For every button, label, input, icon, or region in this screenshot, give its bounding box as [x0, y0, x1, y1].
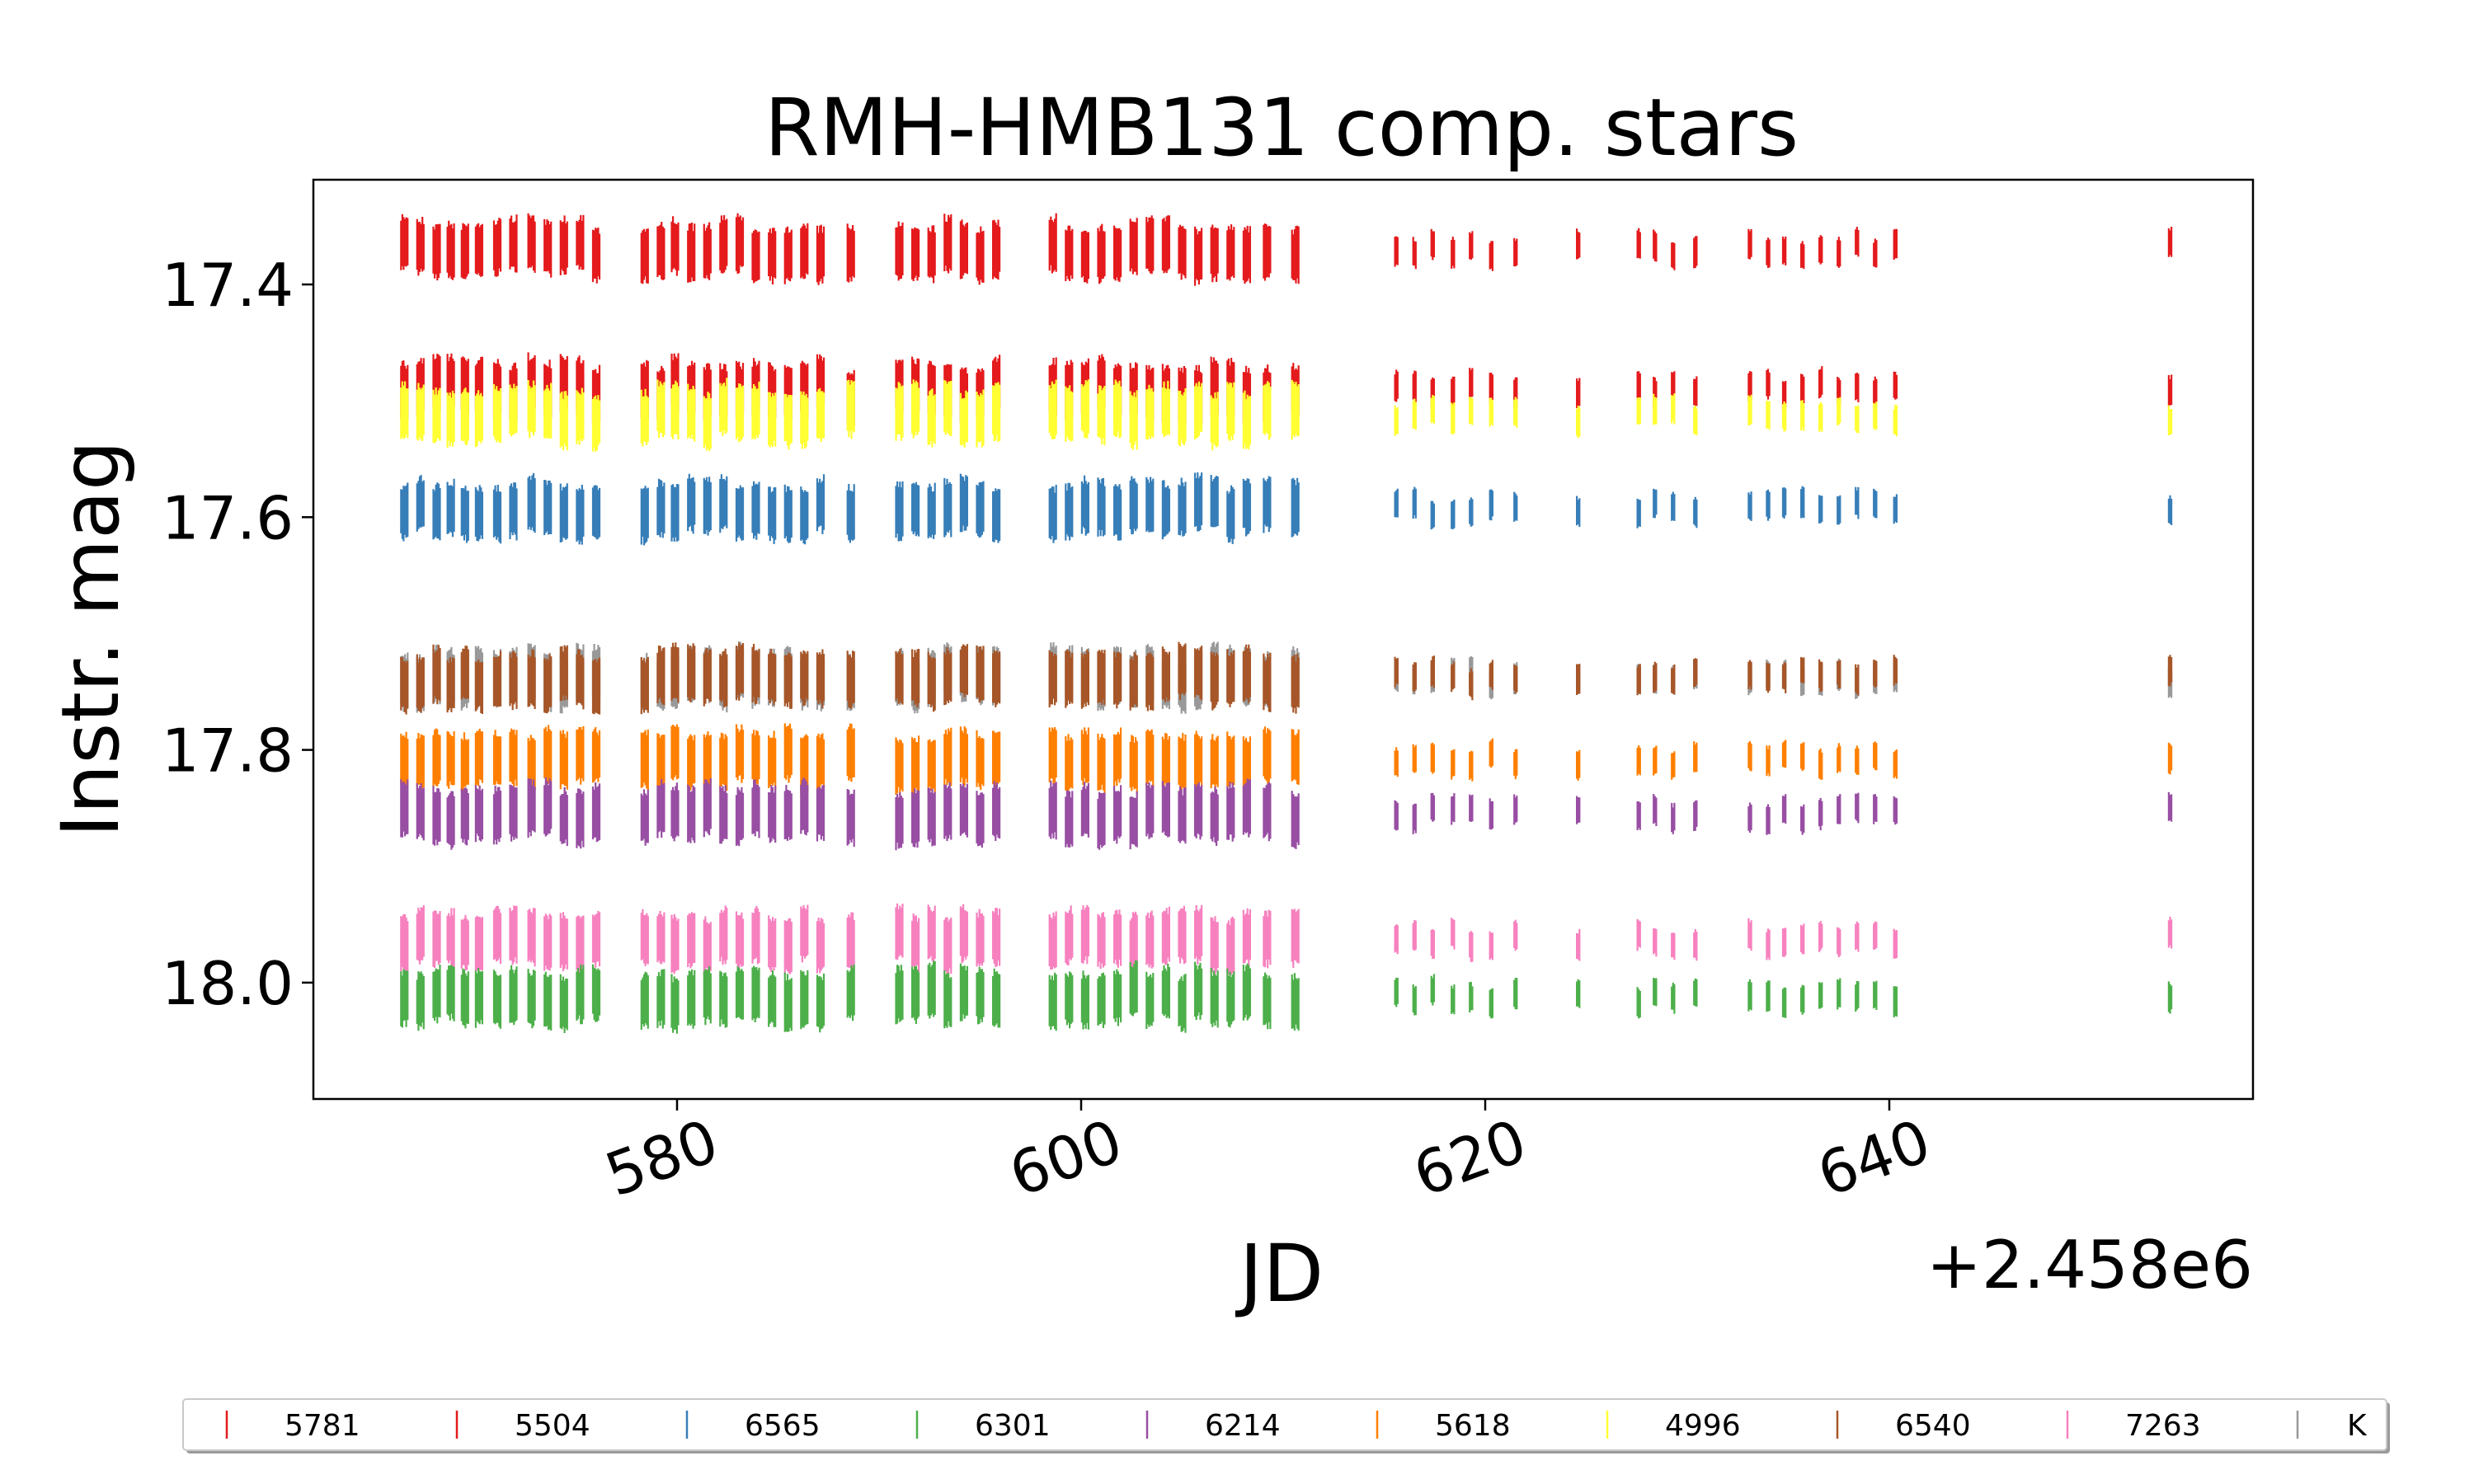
legend-item-6214: 6214: [1145, 1409, 1281, 1443]
legend-item-K: K: [2296, 1409, 2368, 1443]
series-6565: [400, 472, 2173, 546]
y-tick-label: 17.4: [162, 251, 294, 320]
y-axis-ticks: 17.4 17.6 17.8 18.0: [162, 251, 313, 1018]
series-6540: [400, 641, 2173, 715]
plot-marks: [400, 213, 2173, 1034]
legend-item-6540: 6540: [1836, 1409, 1971, 1443]
series-6214: [400, 777, 2173, 851]
legend-label: 6214: [1205, 1409, 1281, 1443]
series-5781: [400, 213, 2173, 286]
legend-label: K: [2347, 1409, 2368, 1443]
x-tick-label: 580: [597, 1106, 727, 1210]
legend-box: [182, 1398, 2387, 1451]
legend-label: 7263: [2125, 1409, 2201, 1443]
series-5504: [400, 352, 2173, 426]
legend-label: 5781: [285, 1409, 360, 1443]
x-axis-label: JD: [1235, 1228, 1324, 1320]
legend-label: 5618: [1435, 1409, 1511, 1443]
x-tick-label: 620: [1405, 1106, 1536, 1210]
y-tick-label: 18.0: [162, 949, 294, 1018]
series-6301: [400, 960, 2173, 1034]
legend-item-6301: 6301: [915, 1409, 1051, 1443]
legend-items: 5781 5504 6565 6301 6214 5618 4996 6540 7263 K: [225, 1409, 2368, 1443]
y-axis-label: Instr. mag: [45, 440, 137, 838]
series-4996: [400, 378, 2173, 452]
y-tick-label: 17.6: [162, 483, 294, 552]
legend-label: 6565: [745, 1409, 821, 1443]
legend-item-5504: 5504: [455, 1409, 590, 1443]
legend-label: 4996: [1665, 1409, 1741, 1443]
legend-label: 6301: [975, 1409, 1051, 1443]
x-axis-offset: +2.458e6: [1926, 1227, 2253, 1303]
legend: 5781 5504 6565 6301 6214 5618 4996 6540 7263 K: [182, 1398, 2390, 1453]
legend-item-6565: 6565: [685, 1409, 821, 1443]
legend-item-7263: 7263: [2066, 1409, 2201, 1443]
x-tick-label: 600: [1001, 1106, 1131, 1210]
legend-label: 5504: [515, 1409, 590, 1443]
legend-item-4996: 4996: [1606, 1409, 1741, 1443]
series-7263: [400, 903, 2173, 976]
x-tick-label: 640: [1809, 1106, 1940, 1210]
y-tick-label: 17.8: [162, 716, 294, 786]
plot-area-frame: [312, 178, 2255, 1101]
legend-label: 6540: [1895, 1409, 1971, 1443]
chart-title: RMH-HMB131 comp. stars: [764, 82, 1799, 174]
x-axis-ticks: 580 600 620 640: [597, 1099, 1940, 1210]
series-K: [400, 641, 2173, 714]
legend-item-5618: 5618: [1376, 1409, 1511, 1443]
legend-item-5781: 5781: [225, 1409, 360, 1443]
series-5618: [400, 723, 2173, 795]
